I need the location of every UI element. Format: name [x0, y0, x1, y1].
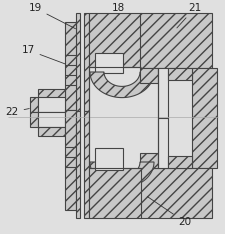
Polygon shape — [30, 97, 38, 112]
Bar — [38, 97, 65, 112]
Bar — [94, 53, 122, 73]
Bar — [38, 112, 65, 127]
Bar — [65, 22, 76, 110]
Bar — [167, 156, 191, 168]
Bar — [65, 110, 76, 210]
Bar — [38, 127, 65, 136]
Bar — [89, 13, 140, 67]
Bar — [191, 68, 216, 168]
Bar — [167, 68, 191, 80]
Bar — [139, 68, 157, 83]
Bar — [94, 148, 122, 170]
Bar — [157, 118, 167, 168]
Bar — [139, 168, 211, 218]
Bar — [84, 13, 89, 111]
Text: 22: 22 — [5, 107, 29, 117]
Bar — [84, 111, 89, 218]
Polygon shape — [90, 72, 153, 98]
Bar — [139, 153, 157, 168]
Text: 17: 17 — [21, 45, 65, 64]
Bar — [89, 168, 140, 218]
Bar — [76, 111, 80, 218]
Bar — [157, 68, 167, 118]
Bar — [139, 13, 211, 68]
Polygon shape — [90, 162, 153, 188]
Polygon shape — [30, 112, 38, 127]
Text: 20: 20 — [147, 197, 191, 227]
Text: 19: 19 — [28, 3, 75, 29]
Text: 18: 18 — [111, 3, 124, 19]
Bar — [38, 89, 65, 98]
Text: 21: 21 — [176, 3, 201, 28]
Bar — [76, 13, 80, 111]
